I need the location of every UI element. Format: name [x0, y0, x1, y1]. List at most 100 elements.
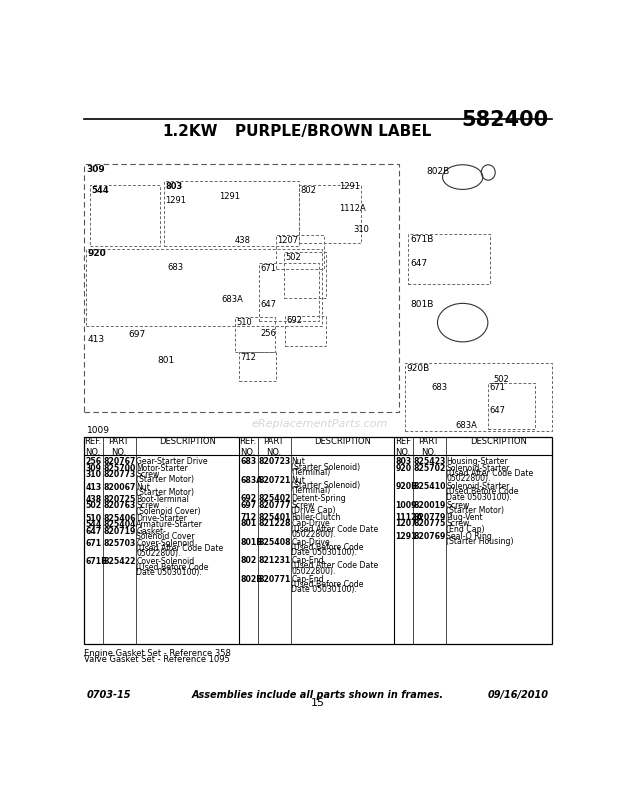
Text: Screw: Screw	[136, 470, 160, 479]
Bar	[84, 436, 552, 645]
Text: Solenoid-Starter: Solenoid-Starter	[446, 482, 510, 491]
Text: 697: 697	[129, 330, 146, 338]
Text: 310: 310	[353, 225, 370, 234]
Bar	[164, 181, 299, 246]
Text: 802: 802	[241, 556, 257, 565]
Text: (Solenoid Cover): (Solenoid Cover)	[136, 507, 201, 516]
Text: 820019: 820019	[414, 500, 446, 509]
Text: Boot-Terminal: Boot-Terminal	[136, 495, 189, 504]
Text: Armature-Starter: Armature-Starter	[136, 520, 203, 529]
Text: 803: 803	[396, 457, 412, 467]
Text: 647: 647	[260, 300, 277, 310]
Text: 683: 683	[432, 383, 448, 391]
Text: Cap-Drive: Cap-Drive	[291, 520, 330, 529]
Text: 683: 683	[167, 263, 184, 273]
Text: 671: 671	[86, 539, 102, 548]
Bar	[276, 235, 324, 269]
Text: 692: 692	[241, 494, 257, 503]
Text: 802: 802	[301, 185, 317, 195]
Text: 413: 413	[87, 335, 105, 344]
Text: Date 05030100).: Date 05030100).	[291, 549, 357, 557]
Text: 820719: 820719	[104, 527, 136, 536]
Text: 671B: 671B	[86, 557, 107, 566]
Text: 438: 438	[235, 237, 251, 245]
Text: (Starter Motor): (Starter Motor)	[446, 506, 505, 515]
Text: 825423: 825423	[414, 457, 446, 467]
Text: Engine Gasket Set - Reference 358: Engine Gasket Set - Reference 358	[84, 649, 231, 658]
Text: 647: 647	[410, 260, 427, 269]
Text: 825410: 825410	[414, 482, 446, 491]
Text: REF.
NO.: REF. NO.	[84, 437, 102, 457]
Text: 413: 413	[86, 483, 102, 492]
Text: PART
NO.: PART NO.	[418, 437, 439, 457]
Text: 683A: 683A	[241, 476, 262, 484]
Text: Housing-Starter: Housing-Starter	[446, 457, 508, 467]
Text: Solenoid-Starter: Solenoid-Starter	[446, 464, 510, 472]
Text: Cover-Solenoid: Cover-Solenoid	[136, 539, 195, 548]
Text: DESCRIPTION: DESCRIPTION	[314, 437, 371, 447]
Text: Detent-Spring: Detent-Spring	[291, 494, 346, 503]
Text: 825404: 825404	[104, 520, 136, 529]
Text: 05022800).: 05022800).	[291, 530, 336, 539]
Text: Assemblies include all parts shown in frames.: Assemblies include all parts shown in fr…	[192, 690, 444, 700]
Text: 647: 647	[86, 527, 102, 536]
Text: 821228: 821228	[259, 520, 291, 529]
Text: 1207: 1207	[396, 520, 417, 529]
Text: 820769: 820769	[414, 532, 446, 541]
Text: 671B: 671B	[410, 235, 433, 244]
Text: 1291: 1291	[219, 192, 241, 201]
Text: 825406: 825406	[104, 514, 136, 523]
Text: 05022800).: 05022800).	[446, 474, 491, 484]
Text: 920: 920	[87, 249, 106, 258]
Text: Nut: Nut	[291, 457, 305, 467]
Text: 683: 683	[241, 457, 257, 467]
Text: 920B: 920B	[406, 364, 429, 373]
Text: Cap-Drive: Cap-Drive	[291, 538, 330, 547]
Bar	[90, 184, 160, 246]
Text: Drive-Starter: Drive-Starter	[136, 514, 187, 523]
Text: 1009: 1009	[87, 426, 110, 435]
Text: 256: 256	[86, 457, 102, 467]
Text: 820723: 820723	[259, 457, 291, 467]
Text: 544: 544	[86, 520, 102, 529]
Text: 820721: 820721	[259, 476, 291, 484]
Text: 502: 502	[86, 501, 102, 510]
Text: (Drive Cap): (Drive Cap)	[291, 506, 336, 515]
Text: 510: 510	[86, 514, 102, 523]
Text: 683A: 683A	[222, 295, 244, 304]
Text: Nut: Nut	[291, 476, 305, 484]
Text: (Used Before Code: (Used Before Code	[446, 488, 519, 496]
Text: Screw: Screw	[446, 520, 470, 529]
Text: 1291: 1291	[396, 532, 417, 541]
Text: 438: 438	[86, 495, 102, 504]
Text: 1112A: 1112A	[396, 513, 423, 522]
Text: 821231: 821231	[259, 556, 291, 565]
Text: 09/16/2010: 09/16/2010	[488, 690, 549, 700]
Text: 820773: 820773	[104, 470, 136, 479]
Text: 802B: 802B	[241, 574, 262, 584]
Text: eReplacementParts.com: eReplacementParts.com	[252, 419, 388, 429]
Text: 309: 309	[86, 464, 101, 472]
Text: (Terminal): (Terminal)	[291, 468, 330, 477]
Text: 820725: 820725	[104, 495, 136, 504]
Text: (Used After Code Date: (Used After Code Date	[291, 525, 379, 533]
Text: 1291: 1291	[165, 196, 186, 205]
Text: 820775: 820775	[414, 520, 446, 529]
Text: PART
NO.: PART NO.	[264, 437, 284, 457]
Text: Motor-Starter: Motor-Starter	[136, 464, 188, 472]
Bar	[86, 249, 322, 326]
Text: 825702: 825702	[414, 464, 446, 472]
Text: (Starter Motor): (Starter Motor)	[136, 476, 195, 484]
Bar	[283, 252, 326, 298]
Text: 801: 801	[157, 356, 175, 365]
Text: Gear-Starter Drive: Gear-Starter Drive	[136, 457, 208, 467]
Text: 671: 671	[490, 383, 506, 392]
Text: 820767: 820767	[104, 457, 136, 467]
Text: 825402: 825402	[259, 494, 291, 503]
Text: 310: 310	[86, 470, 101, 479]
Text: 920: 920	[396, 464, 412, 472]
Bar	[239, 352, 276, 381]
Text: 309: 309	[86, 164, 105, 174]
Text: 820067: 820067	[104, 483, 136, 492]
Text: Date 05030100).: Date 05030100).	[136, 568, 202, 577]
